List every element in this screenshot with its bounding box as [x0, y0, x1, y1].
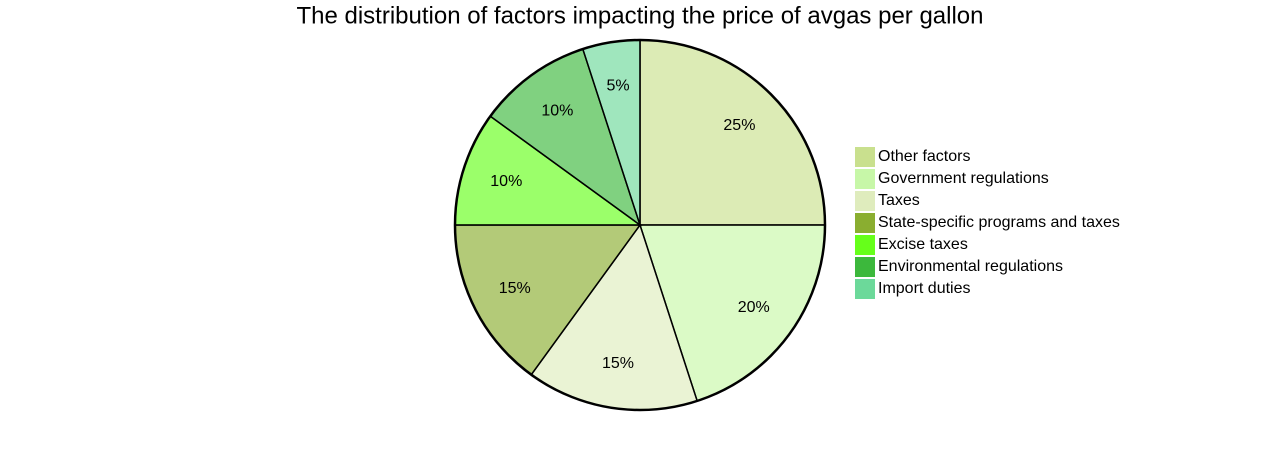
legend-label: State-specific programs and taxes — [878, 214, 1120, 231]
legend-swatch — [855, 191, 875, 211]
slice-label: 25% — [723, 117, 755, 134]
legend-label: Excise taxes — [878, 236, 968, 253]
slice-label: 5% — [606, 77, 629, 94]
slice-label: 10% — [541, 102, 573, 119]
slice-label: 10% — [490, 173, 522, 190]
legend-label: Government regulations — [878, 170, 1049, 187]
legend-swatch — [855, 169, 875, 189]
legend-swatch — [855, 235, 875, 255]
chart-title: The distribution of factors impacting th… — [296, 2, 983, 29]
legend-swatch — [855, 213, 875, 233]
slice-label: 20% — [738, 299, 770, 316]
legend-label: Taxes — [878, 192, 920, 209]
pie-outline — [453, 38, 827, 412]
slice-label: 15% — [499, 280, 531, 297]
legend-label: Environmental regulations — [878, 258, 1063, 275]
legend-swatch — [855, 279, 875, 299]
slice-label: 15% — [602, 355, 634, 372]
legend-label: Import duties — [878, 280, 970, 297]
legend-swatch — [855, 257, 875, 277]
legend-label: Other factors — [878, 148, 970, 165]
legend-swatch — [855, 147, 875, 167]
